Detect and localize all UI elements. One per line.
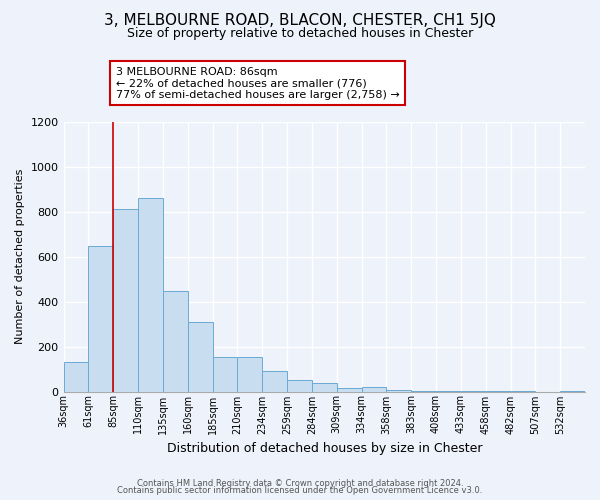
Text: 3, MELBOURNE ROAD, BLACON, CHESTER, CH1 5JQ: 3, MELBOURNE ROAD, BLACON, CHESTER, CH1 … — [104, 12, 496, 28]
Text: 3 MELBOURNE ROAD: 86sqm
← 22% of detached houses are smaller (776)
77% of semi-d: 3 MELBOURNE ROAD: 86sqm ← 22% of detache… — [116, 66, 400, 100]
Bar — [362, 387, 386, 392]
Bar — [312, 382, 337, 392]
Bar — [337, 388, 362, 392]
X-axis label: Distribution of detached houses by size in Chester: Distribution of detached houses by size … — [167, 442, 482, 455]
Bar — [212, 356, 238, 392]
Text: Size of property relative to detached houses in Chester: Size of property relative to detached ho… — [127, 28, 473, 40]
Bar — [88, 246, 113, 392]
Bar — [64, 362, 88, 392]
Bar — [163, 292, 188, 392]
Text: Contains HM Land Registry data © Crown copyright and database right 2024.: Contains HM Land Registry data © Crown c… — [137, 478, 463, 488]
Y-axis label: Number of detached properties: Number of detached properties — [15, 169, 25, 344]
Text: Contains public sector information licensed under the Open Government Licence v3: Contains public sector information licen… — [118, 486, 482, 495]
Bar — [238, 356, 262, 392]
Bar — [287, 380, 312, 392]
Bar — [188, 322, 212, 392]
Bar — [386, 390, 411, 392]
Bar — [138, 198, 163, 392]
Bar — [113, 210, 138, 392]
Bar — [262, 372, 287, 392]
